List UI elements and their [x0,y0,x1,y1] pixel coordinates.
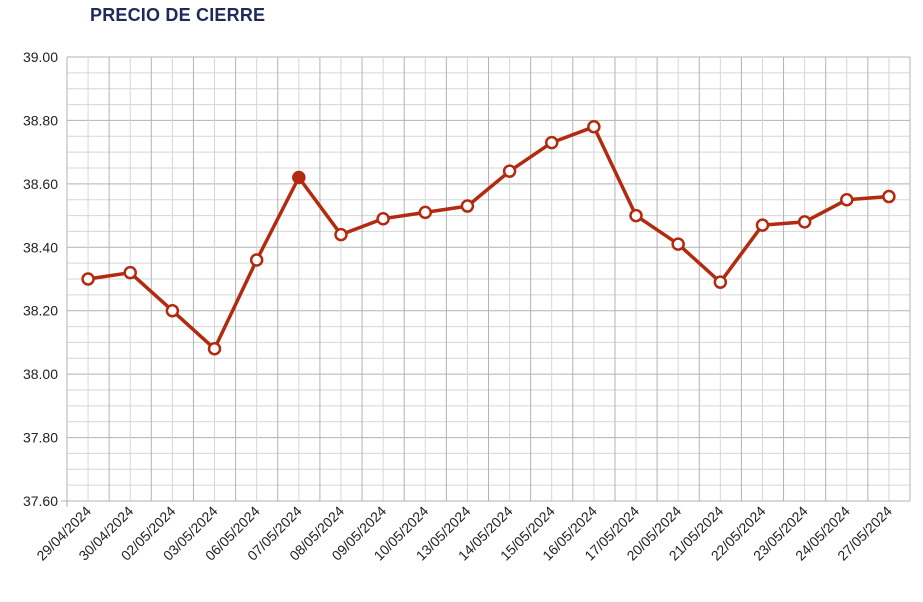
data-point[interactable] [418,205,433,220]
data-point[interactable] [882,189,896,204]
y-tick-label: 39.00 [23,49,58,65]
axes [61,57,910,507]
data-point[interactable] [123,265,137,280]
data-point[interactable] [207,342,222,356]
y-tick-label: 38.20 [23,303,58,319]
series-line [86,125,891,351]
y-tick-label: 38.80 [23,112,58,128]
data-point[interactable] [840,192,854,207]
data-point[interactable] [376,211,390,226]
y-tick-labels: 37.60 37.80 38.00 38.20 38.40 38.60 38.80 39.00 [23,49,58,509]
chart-title: PRECIO DE CIERRE [90,5,266,25]
data-point[interactable] [713,275,728,289]
data-point[interactable] [249,253,264,267]
data-point[interactable] [502,164,517,178]
data-point[interactable] [629,208,643,223]
y-tick-label: 37.60 [23,493,58,509]
data-point[interactable] [755,218,770,232]
data-point[interactable] [797,215,812,229]
y-tick-label: 38.60 [23,176,58,192]
data-point[interactable] [587,120,601,134]
y-tick-label: 38.00 [23,366,58,382]
data-point[interactable] [292,170,306,185]
data-point[interactable] [81,272,95,286]
data-point[interactable] [671,237,685,251]
data-point[interactable] [460,199,475,213]
data-point[interactable] [544,135,559,150]
grid [66,56,911,502]
y-tick-label: 38.40 [23,239,58,255]
data-point[interactable] [165,303,180,318]
series [81,120,896,356]
x-tick-labels: 29/04/202430/04/202402/05/202403/05/2024… [33,503,895,564]
y-tick-label: 37.80 [23,430,58,446]
data-point[interactable] [334,227,348,242]
